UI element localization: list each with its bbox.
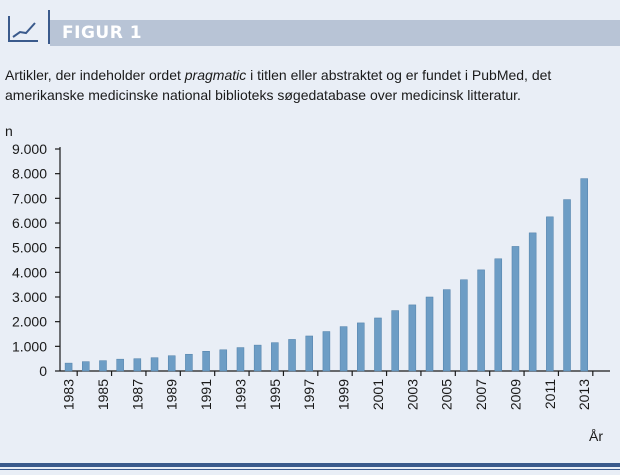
x-tick-label: 1993 [232, 379, 248, 410]
x-tick-label: 2001 [370, 379, 386, 410]
bar-2013 [580, 178, 588, 372]
y-axis-label: n [5, 123, 13, 139]
caption-text-start: Artikler, der indeholder ordet [5, 67, 185, 83]
bar-2009 [511, 246, 520, 372]
y-tick-label: 6.000 [12, 215, 47, 231]
x-tick-label: 1985 [95, 379, 111, 410]
bar-1999 [339, 326, 348, 372]
x-tick-label: 2009 [507, 379, 523, 410]
bar-1992 [219, 349, 228, 372]
y-tick-label: 4.000 [12, 264, 47, 280]
bar-1993 [236, 347, 245, 372]
bar-2012 [563, 199, 571, 372]
bar-2002 [391, 310, 399, 372]
x-tick-label: 1995 [267, 379, 283, 410]
bar-1991 [202, 351, 210, 372]
y-tick-label: 0 [39, 363, 47, 379]
bar-1983 [64, 362, 73, 372]
x-tick-label: 1989 [164, 379, 180, 410]
bar-2003 [408, 304, 417, 372]
bottom-rule-thin [0, 469, 620, 470]
figure-caption: Artikler, der indeholder ordet pragmatic… [5, 65, 610, 105]
bar-1989 [167, 355, 176, 372]
figure-header: FIGUR 1 [0, 0, 620, 50]
x-tick-label: 1991 [198, 379, 214, 410]
bar-2001 [374, 317, 382, 372]
y-tick-label: 9.000 [12, 141, 47, 157]
bar-1988 [150, 357, 159, 372]
bar-1996 [288, 339, 296, 372]
x-tick-label: 1983 [61, 379, 77, 410]
x-tick-label: 1987 [129, 379, 145, 410]
bar-1986 [116, 358, 124, 372]
bar-2010 [528, 232, 537, 372]
x-tick-label: 2003 [404, 379, 420, 410]
header-band: FIGUR 1 [50, 20, 620, 46]
bar-2004 [425, 296, 434, 372]
bar-2008 [494, 258, 503, 372]
x-tick-label: 1999 [336, 379, 352, 410]
figure-title: FIGUR 1 [62, 23, 143, 43]
bar-1998 [322, 331, 331, 372]
caption-text-end: i titlen eller abstraktet og er fundet i… [5, 67, 552, 103]
bar-1995 [271, 342, 279, 372]
x-tick-label: 2005 [439, 379, 455, 410]
caption-emphasis: pragmatic [184, 67, 247, 83]
y-tick-label: 1.000 [12, 338, 47, 354]
bar-1990 [185, 353, 193, 372]
y-tick-label: 3.000 [12, 289, 47, 305]
line-chart-icon [8, 16, 38, 42]
bottom-rule [0, 463, 620, 467]
bar-1984 [82, 361, 90, 372]
bar-2011 [546, 216, 554, 372]
x-axis-label: År [589, 428, 603, 444]
y-tick-label: 5.000 [12, 240, 47, 256]
bar-2007 [477, 269, 485, 372]
bar-2005 [442, 289, 451, 372]
x-tick-label: 2011 [542, 379, 558, 409]
bar-2006 [460, 279, 468, 372]
x-tick-label: 1997 [301, 379, 317, 410]
header-separator [48, 10, 50, 44]
y-tick-label: 2.000 [12, 314, 47, 330]
x-tick-label: 2013 [576, 379, 592, 410]
y-tick-label: 7.000 [12, 190, 47, 206]
bar-1997 [305, 335, 313, 372]
bar-1985 [99, 360, 107, 372]
x-tick-label: 2007 [473, 379, 489, 410]
y-tick-label: 8.000 [12, 166, 47, 182]
bar-2000 [357, 322, 365, 372]
bar-1987 [133, 358, 142, 372]
bar-1994 [253, 344, 262, 372]
